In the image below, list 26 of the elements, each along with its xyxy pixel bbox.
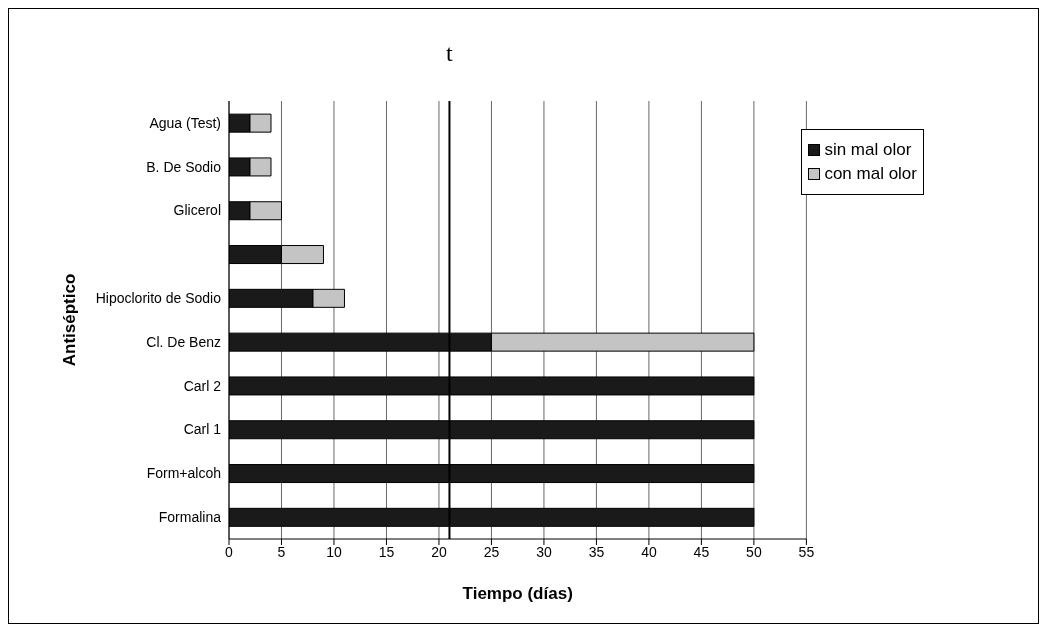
y-tick-label: Hipoclorito de Sodio [95, 290, 222, 307]
x-tick-label: 15 [378, 543, 395, 560]
x-tick-label: 0 [225, 543, 234, 560]
x-tick-label: 45 [693, 543, 710, 560]
y-tick-label: Formalina [158, 509, 222, 526]
y-tick-label: Cl. De Benz [146, 333, 221, 350]
y-tick-label: Agua (Test) [149, 114, 221, 131]
y-tick-label: Glicerol [173, 202, 221, 219]
x-tick-label: 50 [746, 543, 762, 560]
y-tick-label: Carl 1 [183, 421, 222, 438]
legend-label: sin mal olor [823, 140, 913, 160]
x-tick-label: 35 [588, 543, 605, 560]
x-tick-label: 55 [798, 543, 815, 560]
y-tick-label: Carl 2 [183, 377, 222, 394]
x-tick-label: 25 [483, 543, 500, 560]
y-tick-label: Form+alcoh [146, 465, 221, 482]
x-tick-label: 20 [431, 543, 447, 560]
ref-line-label: t [446, 40, 454, 66]
x-tick-label: 30 [536, 543, 552, 560]
x-tick-label: 40 [641, 543, 657, 560]
y-tick-label: B. De Sodio [146, 158, 222, 175]
x-axis-title: Tiempo (días) [462, 584, 573, 603]
y-axis-title: Antiséptico [60, 273, 80, 367]
x-tick-label: 5 [277, 543, 286, 560]
x-tick-label: 10 [326, 543, 342, 560]
legend-label: con mal olor [823, 164, 917, 184]
